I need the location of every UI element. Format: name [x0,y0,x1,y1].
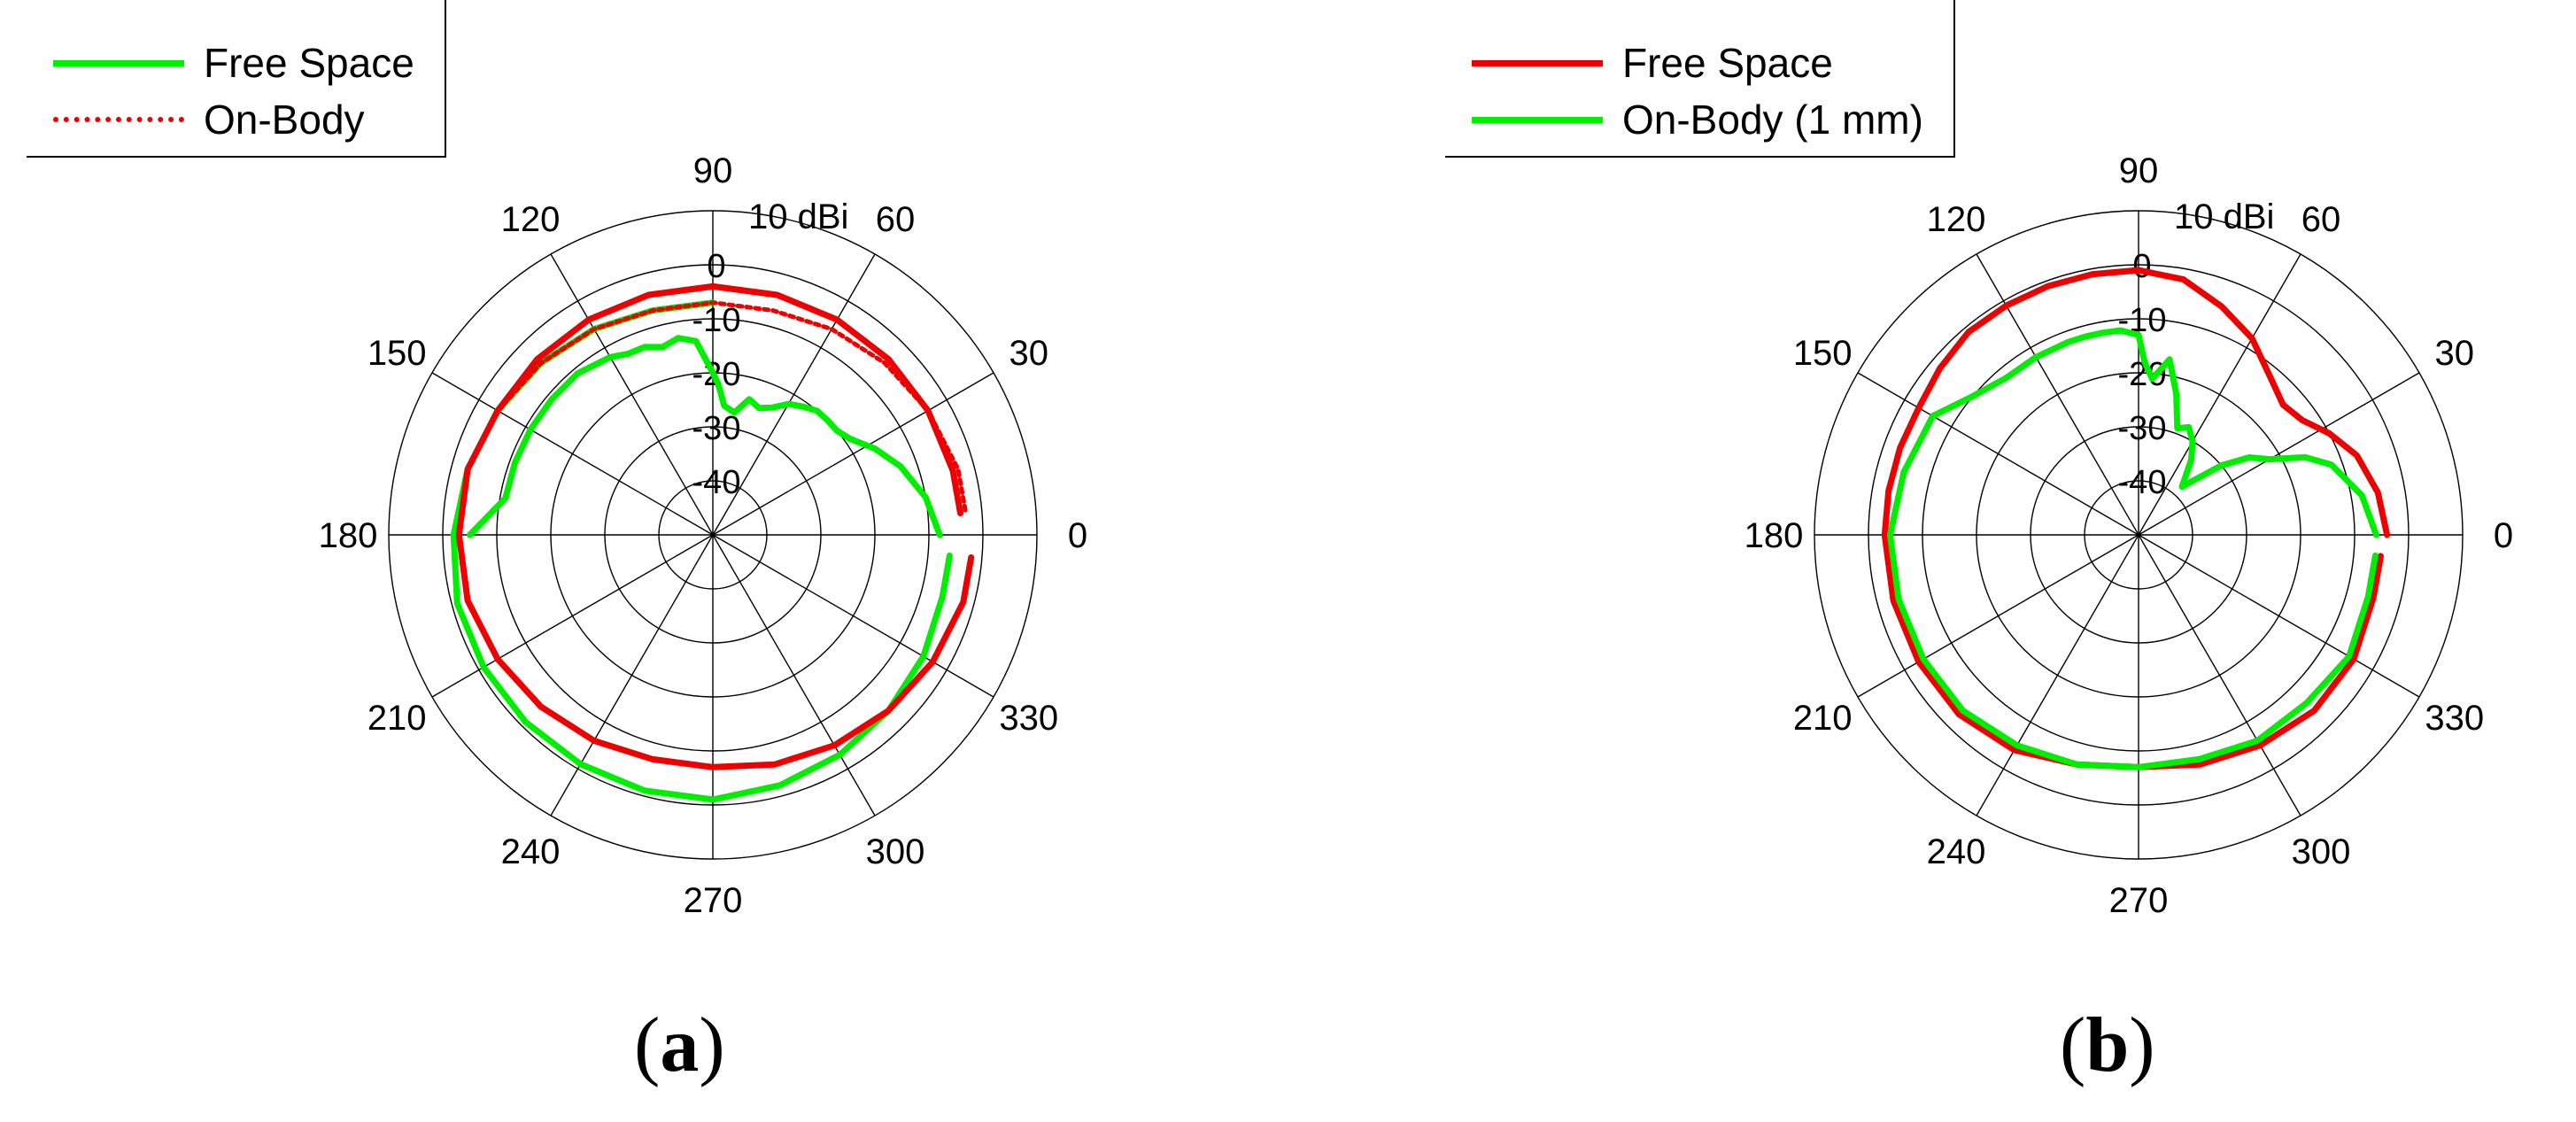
grid-spoke [431,372,714,536]
series-line [467,335,943,538]
grid-spoke [1857,534,2139,698]
legend: Free Space On-Body [27,0,446,158]
grid-spoke [431,534,714,698]
grid-spoke [1976,253,2139,536]
radial-tick-label: -40 [2118,464,2167,501]
radial-tick-label: -10 [692,302,741,339]
angle-tick-label: 60 [2301,200,2341,239]
grid-spoke [712,534,994,698]
grid-spoke [2138,253,2301,536]
angle-tick-label: 90 [693,151,733,190]
angle-tick-label: 270 [684,881,743,920]
grid-spoke [712,253,876,536]
radial-unit-label: 10 dBi [2174,197,2274,236]
angle-tick-label: 180 [319,516,378,555]
legend-label-1: Free Space [1622,40,1833,86]
radial-tick-label: 0 [707,248,725,285]
radial-tick-label: -40 [692,464,741,501]
legend: Free Space On-Body (1 mm) [1445,0,1955,158]
angle-tick-label: 210 [367,699,427,738]
polar-plot: 03060901201501802102402703003300-10-20-3… [319,151,1088,920]
caption-paren-close: ) [699,1002,725,1088]
legend-label-2: On-Body [204,97,365,143]
legend-label-2: On-Body (1 mm) [1622,97,1923,143]
legend-item: On-Body [27,92,445,145]
angle-tick-label: 270 [2109,881,2169,920]
caption-letter: b [2085,1002,2130,1088]
series-line [1881,267,2391,770]
caption-paren-open: ( [634,1002,661,1088]
legend-swatch-2 [53,117,184,122]
radial-tick-label: -30 [692,410,741,447]
legend-item: Free Space [27,35,445,89]
radial-tick-label: -30 [2118,410,2167,447]
legend-swatch-1 [53,60,184,66]
angle-tick-label: 0 [2494,516,2513,555]
grid-spoke [550,253,714,536]
legend-item: Free Space [1445,35,1953,89]
angle-tick-label: 330 [999,699,1058,738]
legend-swatch-1 [1472,60,1603,66]
series-line [455,282,975,770]
angle-tick-label: 120 [1927,200,1986,239]
angle-tick-label: 180 [1744,516,1804,555]
angle-tick-label: 300 [866,832,925,871]
legend-item: On-Body (1 mm) [1445,92,1953,145]
angle-tick-label: 90 [2119,151,2159,190]
angle-tick-label: 60 [876,200,916,239]
legend-swatch-2 [1472,117,1603,123]
grid-spoke [712,372,994,536]
angle-tick-label: 120 [501,200,561,239]
series-line [1886,327,2379,770]
angle-tick-label: 150 [367,334,427,373]
grid-spoke [2138,534,2301,816]
angle-tick-label: 210 [1793,699,1853,738]
angle-tick-label: 240 [1927,832,1986,871]
angle-tick-label: 30 [1010,334,1049,373]
grid-spoke [550,534,714,816]
angle-tick-label: 0 [1068,516,1087,555]
caption-a: (a) [634,1001,725,1090]
polar-plot: 03060901201501802102402703003300-10-20-3… [1744,151,2514,920]
caption-paren-close: ) [2129,1002,2155,1088]
angle-tick-label: 240 [501,832,561,871]
series-line [495,300,969,515]
caption-paren-open: ( [2060,1002,2086,1088]
grid-spoke [2138,372,2420,536]
grid-spoke [1976,534,2139,816]
polar-chart-b: Free Space On-Body (1 mm) 0 30 60 90 120 150 1… [1288,0,2575,1122]
polar-chart-a: Free Space On-Body 0 30 60 90 120 150 180 210 24… [27,0,1088,1090]
radial-unit-label: 10 dBi [748,197,848,236]
angle-tick-label: 300 [2292,832,2351,871]
grid-spoke [1857,372,2139,536]
caption-b: (b) [2060,1001,2155,1090]
caption-letter: a [660,1002,700,1088]
grid-spoke [712,534,876,816]
angle-tick-label: 150 [1793,334,1853,373]
radial-tick-label: 0 [2132,248,2151,285]
legend-label-1: Free Space [204,40,414,86]
grid-spoke [2138,534,2420,698]
angle-tick-label: 30 [2435,334,2475,373]
angle-tick-label: 330 [2425,699,2484,738]
